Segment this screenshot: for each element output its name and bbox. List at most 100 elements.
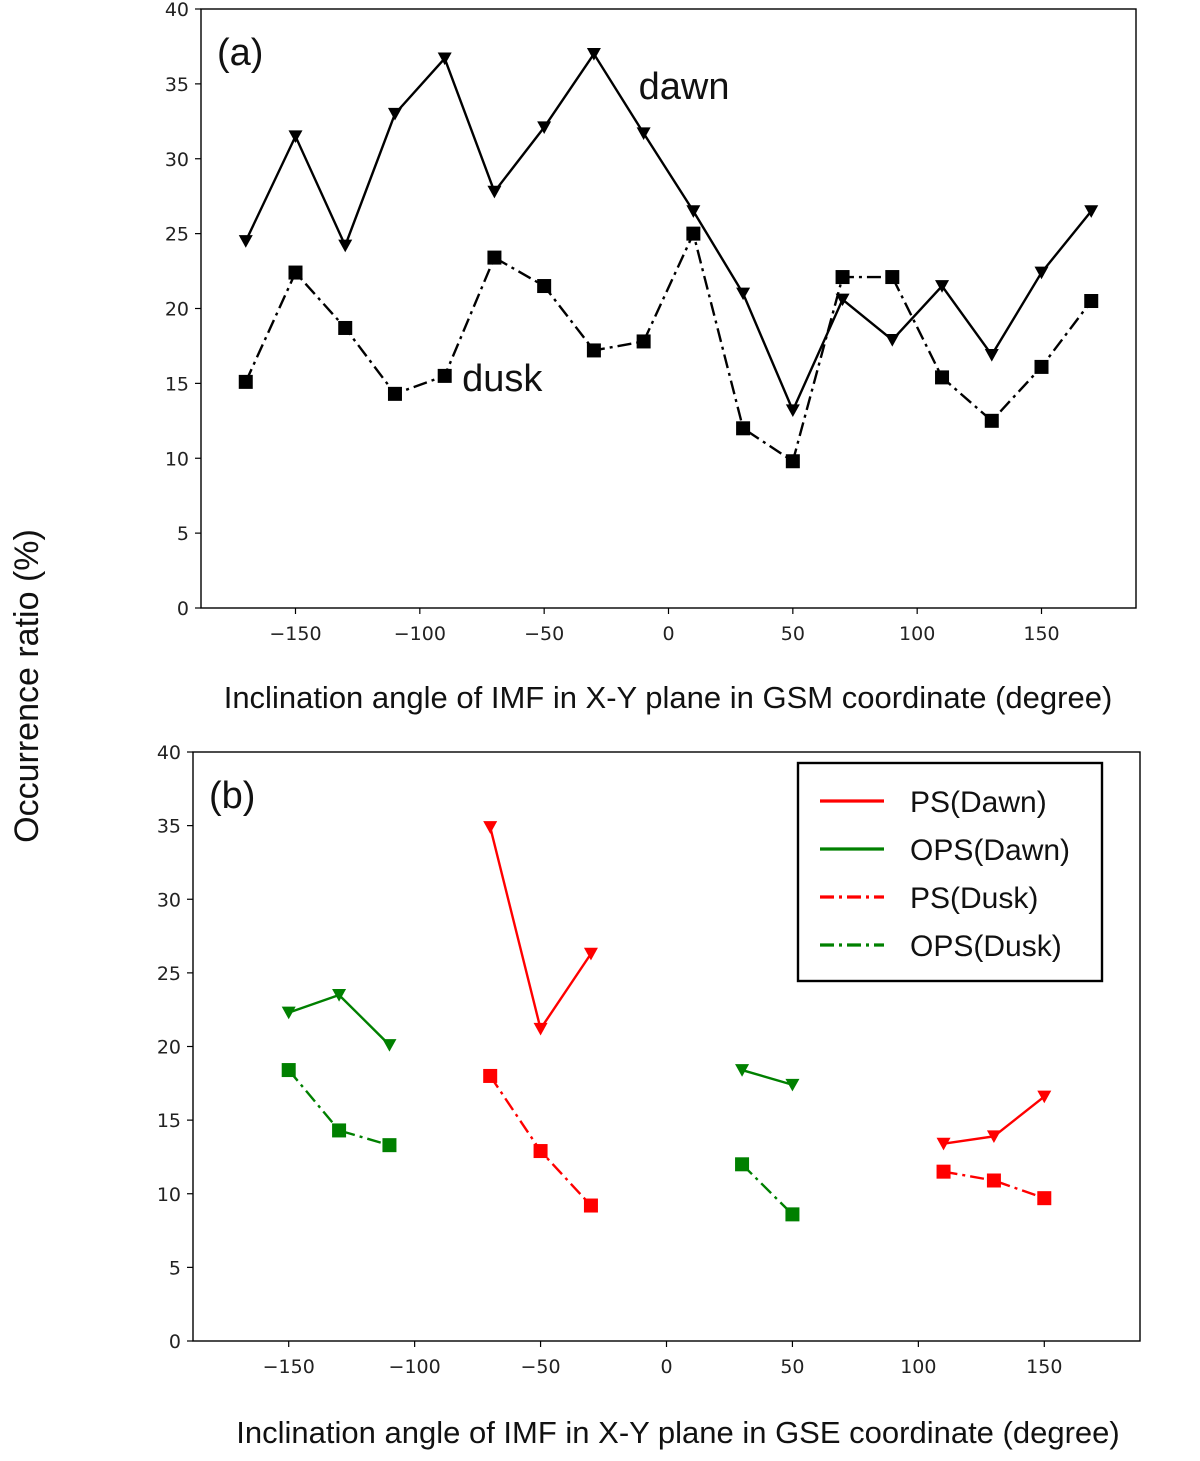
y-tick-label: 40 xyxy=(165,0,189,21)
data-point xyxy=(1037,1090,1052,1104)
y-tick-label: 35 xyxy=(165,74,189,96)
data-point xyxy=(986,1173,1001,1188)
panel-label: (a) xyxy=(217,32,263,74)
data-point xyxy=(382,1039,397,1052)
series-line xyxy=(741,1068,793,1086)
legend-entry: OPS(Dusk) xyxy=(910,930,1062,963)
x-tick-label: 100 xyxy=(899,623,935,645)
data-point xyxy=(1084,205,1099,218)
y-tick-label: 5 xyxy=(177,523,189,545)
x-tick-label: 100 xyxy=(900,1356,936,1378)
data-point xyxy=(735,1157,750,1172)
data-point xyxy=(487,250,502,265)
series-line xyxy=(943,1170,1045,1200)
annotation-dusk: dusk xyxy=(462,358,543,400)
data-point xyxy=(382,1138,397,1153)
series-ops-dusk xyxy=(281,1063,800,1222)
x-tick-label: 0 xyxy=(660,1356,672,1378)
y-tick-label: 10 xyxy=(157,1184,181,1206)
y-tick-label: 20 xyxy=(165,299,189,321)
series-ops-dawn xyxy=(281,989,800,1092)
data-point xyxy=(686,226,701,241)
data-point xyxy=(533,1144,548,1159)
data-point xyxy=(387,386,402,401)
x-tick-label: 50 xyxy=(780,1356,804,1378)
x-tick-label: −50 xyxy=(521,1356,561,1378)
y-tick-label: 40 xyxy=(157,742,181,764)
data-point xyxy=(636,127,651,140)
data-point xyxy=(332,1123,347,1138)
y-tick-label: 30 xyxy=(165,149,189,171)
data-point xyxy=(736,287,751,301)
data-point xyxy=(936,1137,951,1151)
x-tick-label: 150 xyxy=(1026,1356,1062,1378)
data-point xyxy=(487,185,502,199)
series-ps-dawn xyxy=(483,821,1052,1151)
chart-panel-b: −150 −100 −50 0 50 100 150 0 5 10 15 20 25 30 35 40 (b) I… xyxy=(157,742,1141,1450)
series-dusk xyxy=(238,226,1099,469)
data-point xyxy=(1034,266,1049,280)
x-tick-label: 0 xyxy=(662,623,674,645)
data-point xyxy=(636,334,651,349)
series-line xyxy=(244,51,1093,414)
series-dawn xyxy=(238,47,1099,417)
y-tick-label: 25 xyxy=(165,224,189,246)
data-point xyxy=(288,265,303,280)
data-point xyxy=(288,130,303,143)
y-tick-label: 15 xyxy=(157,1110,181,1132)
data-point xyxy=(583,1198,598,1213)
panel-label: (b) xyxy=(209,775,255,817)
y-tick-label: 20 xyxy=(157,1037,181,1059)
data-point xyxy=(736,421,751,436)
data-point xyxy=(1034,359,1049,374)
series-line xyxy=(741,1163,794,1216)
x-tick-label: 150 xyxy=(1023,623,1059,645)
data-point xyxy=(785,404,800,417)
y-tick-label: 0 xyxy=(169,1331,181,1353)
data-point xyxy=(785,1078,800,1092)
data-point xyxy=(686,205,701,218)
data-point xyxy=(338,320,353,335)
x-tick-label: −50 xyxy=(524,623,564,645)
data-point xyxy=(885,333,900,347)
data-point xyxy=(935,370,950,385)
y-tick-label: 5 xyxy=(169,1257,181,1279)
data-point xyxy=(238,235,253,248)
data-point xyxy=(835,270,850,285)
x-axis-label: Inclination angle of IMF in X-Y plane in… xyxy=(236,1415,1119,1450)
annotation-dawn: dawn xyxy=(639,66,730,108)
chart-panel-a: −150 −100 −50 0 50 100 150 0 5 10 15 20 25 30 35 40 (a) I… xyxy=(165,0,1137,715)
data-point xyxy=(785,1207,800,1222)
data-point xyxy=(483,821,498,834)
y-tick-label: 15 xyxy=(165,373,189,395)
data-point xyxy=(785,454,800,469)
x-tick-label: −150 xyxy=(269,623,321,645)
y-axis-label: Occurrence ratio (%) xyxy=(8,529,46,843)
y-tick-label: 10 xyxy=(165,448,189,470)
legend-entry: PS(Dusk) xyxy=(910,882,1038,915)
data-point xyxy=(1037,1191,1052,1206)
data-point xyxy=(735,1064,750,1077)
data-point xyxy=(332,989,347,1002)
data-point xyxy=(984,413,999,428)
data-point xyxy=(483,1068,498,1083)
data-point xyxy=(281,1063,296,1078)
y-tick-label: 25 xyxy=(157,963,181,985)
y-tick-label: 30 xyxy=(157,889,181,911)
y-tick-label: 35 xyxy=(157,816,181,838)
x-tick-label: 50 xyxy=(781,623,805,645)
data-point xyxy=(936,1164,951,1179)
data-point xyxy=(387,107,402,121)
y-tick-label: 0 xyxy=(177,598,189,620)
legend: PS(Dawn) OPS(Dawn) PS(Dusk) OPS(Dusk) xyxy=(796,761,1104,983)
data-point xyxy=(533,1022,548,1036)
data-point xyxy=(537,121,552,134)
x-tick-label: −150 xyxy=(263,1356,315,1378)
data-point xyxy=(986,1130,1001,1143)
data-point xyxy=(338,239,353,253)
data-point xyxy=(586,343,601,358)
series-line xyxy=(287,1069,390,1147)
data-point xyxy=(984,348,999,362)
series-ps-dusk xyxy=(483,1068,1052,1213)
